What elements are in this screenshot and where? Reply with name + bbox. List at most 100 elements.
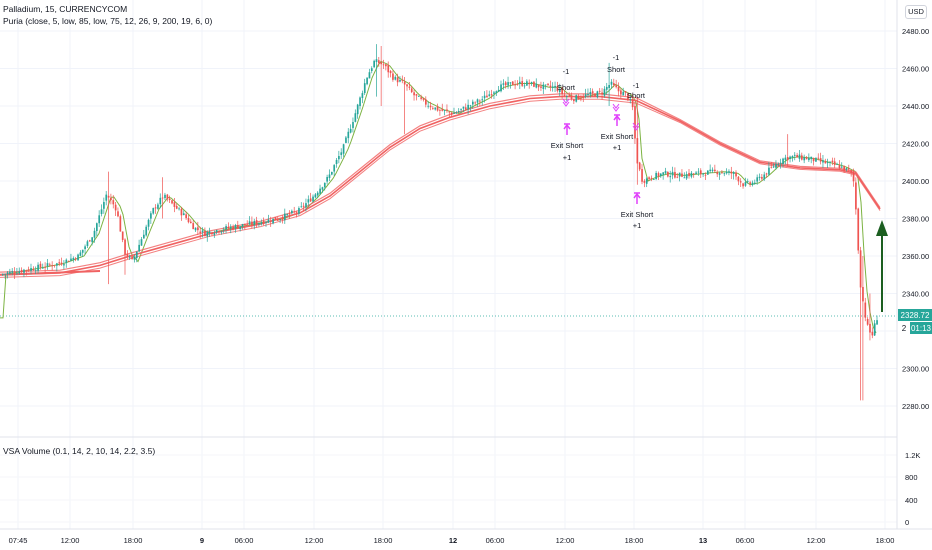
candle-body [723,173,726,175]
candle-body [641,169,643,182]
candle-body [862,286,864,302]
candle-body [298,208,300,214]
candle-body [707,170,709,175]
candle-body [514,84,516,86]
candle-body [497,89,500,92]
candle-body [848,168,850,170]
candle-body [340,152,343,155]
candle-body [493,92,495,94]
candle-body [37,264,39,271]
candle-body [603,88,606,96]
candle-body [352,121,354,128]
candle-body [591,91,594,94]
vsa-volume-legend[interactable]: VSA Volume (0.1, 14, 2, 10, 14, 2.2, 3.5… [3,446,156,456]
candle-body [615,84,618,88]
candle-body [208,231,211,234]
candle-body [662,172,665,175]
time-axis[interactable]: 07:45 12:00 18:00 9 06:00 12:00 18:00 12 06:00 12… [9,536,895,545]
candle-body [810,156,813,160]
slow-ma-line [0,93,881,273]
candle-body [718,173,721,175]
candle-body [566,96,568,97]
candle-body [728,171,730,173]
candle-body [695,172,697,175]
candle-body [476,99,479,103]
moving-averages [0,60,881,334]
candle-body [67,260,70,262]
candle-body [197,227,199,231]
candle-body [265,222,267,224]
candle-body [387,65,390,73]
candle-body [845,167,848,170]
candle-body [737,176,740,182]
candle-body [288,213,291,215]
candle-body [77,254,79,261]
time-tick-label: 9 [200,536,204,545]
candle-body [716,172,719,175]
price-tick-label: 2420.00 [902,140,929,149]
candle-body [533,81,535,87]
price-axis[interactable]: 2480.00 2460.00 2440.00 2420.00 2400.00 2380.… [902,27,929,411]
candle-body [474,102,477,104]
candle-body [368,72,371,79]
candle-body [385,64,387,67]
candle-body [222,229,225,231]
candle-body [530,81,533,84]
candle-body [215,230,218,233]
candle-body [417,96,420,97]
current-price-label: 2328.72 [901,311,930,320]
candle-body [761,176,763,179]
symbol-legend[interactable]: Palladium, 15, CURRENCYCOM [3,4,128,14]
candle-body [598,90,601,92]
candle-body [370,68,373,71]
candle-body [537,84,540,88]
candle-body [801,155,803,160]
candle-body [765,173,768,175]
candle-body [589,91,592,95]
candle-body [2,273,4,275]
time-tick-label: 18:00 [876,536,895,545]
candle-body [507,82,509,86]
candle-body [873,323,876,336]
candle-body [237,225,239,229]
candle-body [145,226,148,236]
candle-body [406,84,408,87]
candle-body [561,88,563,95]
candle-body [758,176,761,178]
candle-body [789,156,791,160]
currency-badge[interactable]: USD [905,5,927,19]
candle-body [594,94,596,97]
candle-body [554,85,556,88]
candle-body [394,76,397,80]
candle-body [568,95,571,97]
candle-body [74,258,77,260]
candle-body [655,172,657,180]
candle-body [86,241,89,246]
candle-body [429,105,432,108]
candle-body [133,256,136,260]
candle-body [291,210,293,214]
candle-body [187,218,190,223]
candle-body [664,171,667,174]
candle-body [302,205,305,207]
candle-body [168,198,171,200]
candle-body [779,162,782,164]
candle-body [516,84,519,86]
indicator-legend[interactable]: Puria (close, 5, low, 85, low, 75, 12, 2… [3,16,213,26]
candle-body [871,331,874,336]
candle-body [44,267,46,268]
candle-body [857,208,860,251]
candle-body [657,173,660,177]
candle-body [455,112,458,114]
candle-body [714,169,716,172]
candle-body [460,108,462,110]
candle-body [528,82,531,85]
candle-body [27,269,30,271]
candle-body [457,111,460,113]
candle-body [316,192,319,196]
candle-body [448,111,451,113]
candle-body [248,221,251,224]
candle-body [812,157,815,162]
